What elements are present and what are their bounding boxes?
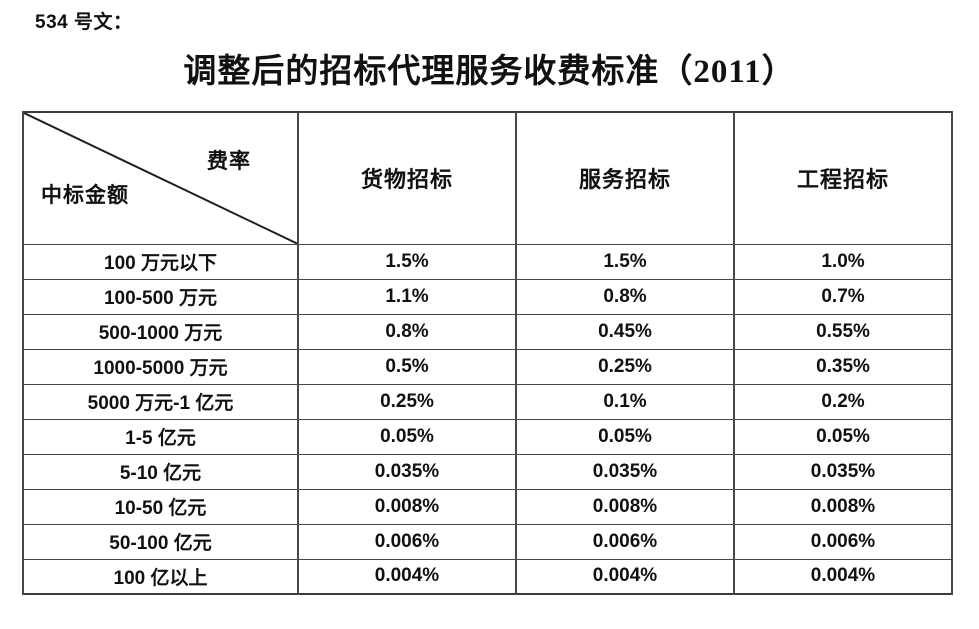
table-row: 5000 万元-1 亿元 0.25% 0.1% 0.2%	[22, 383, 953, 420]
corner-label-bid-amount: 中标金额	[41, 183, 129, 207]
rate-cell: 1.1%	[297, 278, 517, 315]
rate-cell: 0.035%	[733, 453, 953, 490]
row-label: 5-10 亿元	[22, 453, 299, 490]
column-header-goods-bidding: 货物招标	[297, 111, 517, 245]
rate-cell: 1.5%	[515, 243, 735, 280]
row-label: 1-5 亿元	[22, 418, 299, 455]
rate-cell: 0.1%	[515, 383, 735, 420]
table-row: 100-500 万元 1.1% 0.8% 0.7%	[22, 278, 953, 315]
rate-cell: 0.05%	[515, 418, 735, 455]
rate-cell: 0.25%	[515, 348, 735, 385]
rate-cell: 0.008%	[515, 488, 735, 525]
rate-cell: 0.008%	[733, 488, 953, 525]
rate-cell: 0.05%	[733, 418, 953, 455]
column-header-service-bidding: 服务招标	[515, 111, 735, 245]
doc-number: 534 号文：	[35, 12, 133, 33]
row-label: 10-50 亿元	[22, 488, 299, 525]
table-row: 500-1000 万元 0.8% 0.45% 0.55%	[22, 313, 953, 350]
rate-cell: 0.006%	[515, 523, 735, 560]
rate-cell: 0.006%	[733, 523, 953, 560]
rate-cell: 0.8%	[515, 278, 735, 315]
rate-cell: 0.45%	[515, 313, 735, 350]
fee-rate-table: 费率 中标金额 货物招标 服务招标 工程招标 100 万元以下 1.5% 1.5…	[22, 111, 953, 595]
rate-cell: 1.5%	[297, 243, 517, 280]
table-corner-cell: 费率 中标金额	[22, 111, 299, 245]
rate-cell: 0.55%	[733, 313, 953, 350]
rate-cell: 0.05%	[297, 418, 517, 455]
row-label: 100 万元以下	[22, 243, 299, 280]
rate-cell: 1.0%	[733, 243, 953, 280]
row-label: 5000 万元-1 亿元	[22, 383, 299, 420]
table-row: 1000-5000 万元 0.5% 0.25% 0.35%	[22, 348, 953, 385]
row-label: 1000-5000 万元	[22, 348, 299, 385]
corner-label-rate: 费率	[207, 149, 251, 173]
rate-cell: 0.8%	[297, 313, 517, 350]
table-row: 100 万元以下 1.5% 1.5% 1.0%	[22, 243, 953, 280]
rate-cell: 0.035%	[515, 453, 735, 490]
table-row: 10-50 亿元 0.008% 0.008% 0.008%	[22, 488, 953, 525]
table-row: 50-100 亿元 0.006% 0.006% 0.006%	[22, 523, 953, 560]
table-header-row: 费率 中标金额 货物招标 服务招标 工程招标	[22, 111, 953, 245]
row-label: 50-100 亿元	[22, 523, 299, 560]
rate-cell: 0.035%	[297, 453, 517, 490]
diagonal-divider-line	[25, 113, 296, 243]
table-row: 1-5 亿元 0.05% 0.05% 0.05%	[22, 418, 953, 455]
table-row: 5-10 亿元 0.035% 0.035% 0.035%	[22, 453, 953, 490]
rate-cell: 0.2%	[733, 383, 953, 420]
table-row: 100 亿以上 0.004% 0.004% 0.004%	[22, 558, 953, 595]
rate-cell: 0.25%	[297, 383, 517, 420]
page-title: 调整后的招标代理服务收费标准（2011）	[183, 54, 796, 90]
column-header-engineering-bidding: 工程招标	[733, 111, 953, 245]
rate-cell: 0.5%	[297, 348, 517, 385]
rate-cell: 0.008%	[297, 488, 517, 525]
row-label: 100 亿以上	[22, 558, 299, 595]
rate-cell: 0.004%	[297, 558, 517, 595]
rate-cell: 0.004%	[515, 558, 735, 595]
rate-cell: 0.004%	[733, 558, 953, 595]
row-label: 100-500 万元	[22, 278, 299, 315]
rate-cell: 0.006%	[297, 523, 517, 560]
row-label: 500-1000 万元	[22, 313, 299, 350]
rate-cell: 0.35%	[733, 348, 953, 385]
rate-cell: 0.7%	[733, 278, 953, 315]
